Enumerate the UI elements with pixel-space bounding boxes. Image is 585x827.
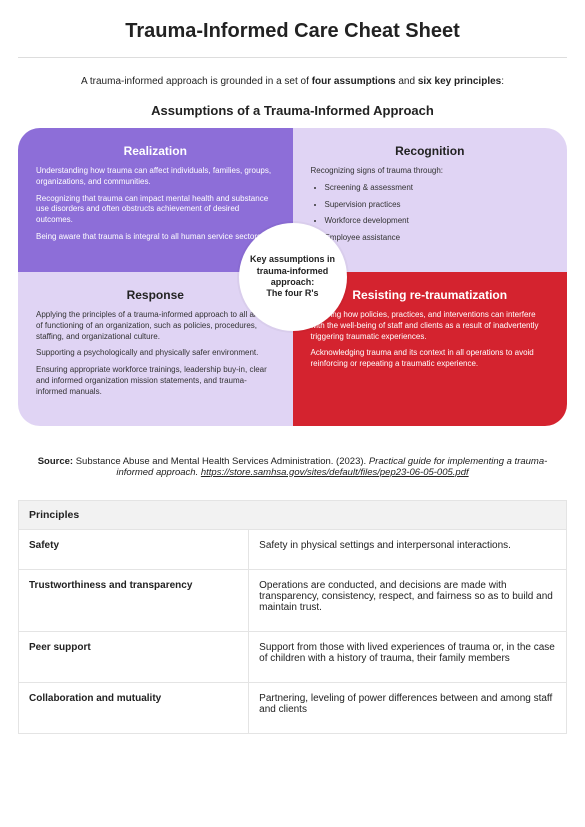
intro-pre: A trauma-informed approach is grounded i… — [81, 76, 312, 87]
intro-bold-1: four assumptions — [312, 76, 396, 87]
principle-name: Safety — [19, 529, 249, 569]
principle-name: Peer support — [19, 631, 249, 682]
quad-text: Understanding how trauma can affect indi… — [36, 166, 275, 188]
divider — [18, 57, 567, 58]
principle-desc: Support from those with lived experience… — [249, 631, 567, 682]
principle-desc: Safety in physical settings and interper… — [249, 529, 567, 569]
principle-name: Trustworthiness and transparency — [19, 569, 249, 631]
assumptions-heading: Assumptions of a Trauma-Informed Approac… — [18, 103, 567, 118]
quad-text: Ensuring appropriate workforce trainings… — [36, 365, 275, 397]
intro-mid: and — [396, 76, 418, 87]
center-circle: Key assumptions in trauma-informed appro… — [239, 223, 347, 331]
principle-desc: Partnering, leveling of power difference… — [249, 682, 567, 733]
intro-bold-2: six key principles — [418, 76, 501, 87]
list-item: Screening & assessment — [325, 183, 550, 194]
principles-table: Principles Safety Safety in physical set… — [18, 500, 567, 734]
quad-text: Acknowledging trauma and its context in … — [311, 348, 550, 370]
list-item: Employee assistance — [325, 233, 550, 244]
table-header: Principles — [19, 500, 567, 529]
table-row: Collaboration and mutuality Partnering, … — [19, 682, 567, 733]
quad-title: Resisting re-traumatization — [311, 288, 550, 302]
table-row: Safety Safety in physical settings and i… — [19, 529, 567, 569]
quadrant-diagram: Realization Understanding how trauma can… — [18, 128, 567, 426]
intro-text: A trauma-informed approach is grounded i… — [18, 76, 567, 87]
source-label: Source: — [38, 456, 73, 467]
circle-text: Key assumptions in trauma-informed appro… — [249, 254, 337, 299]
list-item: Supervision practices — [325, 200, 550, 211]
quad-text: Being aware that trauma is integral to a… — [36, 232, 275, 243]
quad-text: Applying the principles of a trauma-info… — [36, 310, 275, 342]
quad-text: Supporting a psychologically and physica… — [36, 348, 275, 359]
quad-text: Knowing how policies, practices, and int… — [311, 310, 550, 342]
principle-desc: Operations are conducted, and decisions … — [249, 569, 567, 631]
table-row: Peer support Support from those with liv… — [19, 631, 567, 682]
quad-lead: Recognizing signs of trauma through: — [311, 166, 550, 177]
source-link[interactable]: https://store.samhsa.gov/sites/default/f… — [201, 467, 469, 478]
source-pre: Substance Abuse and Mental Health Servic… — [73, 456, 369, 467]
intro-post: : — [501, 76, 504, 87]
source-citation: Source: Substance Abuse and Mental Healt… — [18, 456, 567, 478]
page-title: Trauma-Informed Care Cheat Sheet — [18, 20, 567, 43]
list-item: Workforce development — [325, 216, 550, 227]
circle-line-2: The four R's — [266, 288, 318, 298]
quad-list: Screening & assessment Supervision pract… — [311, 183, 550, 244]
quad-title: Recognition — [311, 144, 550, 158]
quad-text: Recognizing that trauma can impact menta… — [36, 194, 275, 226]
quad-title: Realization — [36, 144, 275, 158]
principle-name: Collaboration and mutuality — [19, 682, 249, 733]
table-row: Trustworthiness and transparency Operati… — [19, 569, 567, 631]
circle-line-1: Key assumptions in trauma-informed appro… — [250, 254, 335, 287]
quad-title: Response — [36, 288, 275, 302]
